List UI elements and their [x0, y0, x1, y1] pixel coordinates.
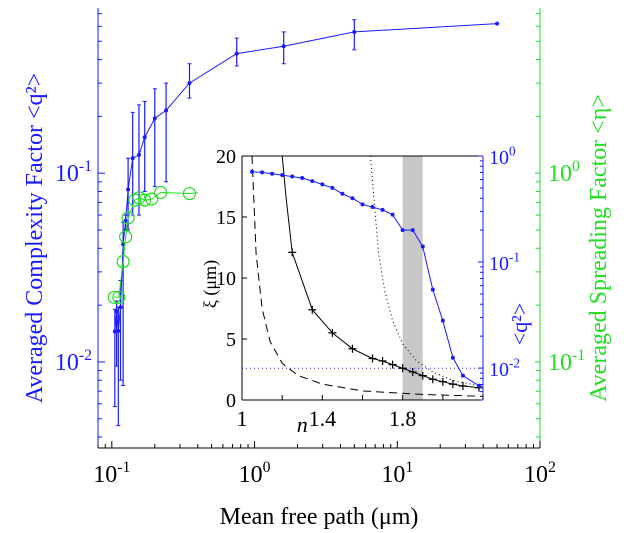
inset-q2-point: [260, 170, 265, 175]
inset-shaded-band: [402, 156, 423, 400]
inset-y-left-tick-label: 10: [216, 268, 236, 290]
inset-y-right-tick-label: 10-1: [489, 250, 520, 275]
y-left-tick-label: 10-1: [55, 158, 92, 187]
inset-q2-point: [320, 182, 325, 187]
complexity-point: [114, 309, 119, 314]
inset-x-tick-label: 1: [237, 406, 248, 431]
inset-plot-area: [242, 156, 483, 400]
complexity-point: [126, 187, 131, 192]
inset-q2-point: [430, 287, 435, 292]
complexity-point: [112, 329, 117, 334]
inset-xi-point: [388, 360, 397, 369]
inset-q2-point: [310, 179, 315, 184]
inset-q2-point: [390, 212, 395, 217]
inset-xi-point: [288, 248, 297, 257]
inset-x-tick-label: 1.8: [389, 406, 417, 431]
y-left-tick-label: 10-2: [55, 347, 92, 376]
spreading-point: [116, 255, 130, 269]
inset-xi-point: [308, 305, 317, 314]
inset-xi-point: [458, 381, 467, 390]
complexity-point: [152, 116, 157, 121]
complexity-point: [136, 152, 141, 157]
inset-x-tick-label: 1.4: [309, 406, 337, 431]
inset-xi-point: [448, 380, 457, 389]
spreading-point: [121, 211, 135, 225]
complexity-point: [142, 135, 147, 140]
inset-y-left-tick-label: 0: [226, 390, 236, 412]
inset-q2-point: [460, 373, 465, 378]
inset-plot: 1 1.4 1.8 n 0 5 10 15 20 ξ (μm) 10-2 10-1 100 <q²>: [198, 144, 535, 438]
inset-xi-point: [408, 367, 417, 376]
spreading-point: [112, 290, 126, 304]
y-right-axis-label: Averaged Spreading Factor <η>: [586, 94, 612, 402]
complexity-point: [187, 81, 192, 86]
complexity-point: [116, 328, 121, 333]
inset-dashed-curve: [251, 156, 483, 397]
inset-y-right-tick-label: 100: [489, 144, 516, 169]
inset-q2-point: [450, 355, 455, 360]
inset-q2-point: [250, 169, 255, 174]
inset-q2-point: [400, 228, 405, 233]
inset-q2-point: [370, 205, 375, 210]
inset-y-right-tick-label: 10-2: [489, 356, 520, 381]
complexity-point: [121, 242, 126, 247]
inset-xi-point: [428, 375, 437, 384]
inset-y-left-tick-label: 5: [226, 329, 236, 351]
complexity-point: [281, 44, 286, 49]
inset-xi-point: [438, 377, 447, 386]
complexity-point: [234, 51, 239, 56]
inset-q2-point: [360, 202, 365, 207]
inset-q2-point: [410, 228, 415, 233]
inset-q2-point: [476, 383, 481, 388]
inset-q2-point: [440, 318, 445, 323]
inset-q2-point: [280, 173, 285, 178]
inset-q2-point: [380, 207, 385, 212]
complexity-point: [164, 108, 169, 113]
spreading-point: [154, 185, 168, 200]
inset-y-left-axis-label: ξ (μm): [200, 260, 221, 308]
inset-q2-point: [300, 176, 305, 181]
inset-xi-point: [328, 328, 337, 337]
x-tick-label: 102: [524, 459, 556, 488]
inset-q2-point: [270, 171, 275, 176]
inset-xi-point: [378, 356, 387, 365]
y-right-tick-label: 100: [548, 158, 580, 187]
complexity-point: [352, 29, 357, 34]
inset-q2-point: [350, 196, 355, 201]
spreading-point: [138, 193, 152, 207]
complexity-point: [123, 218, 128, 223]
inset-xi-point: [368, 354, 377, 363]
spreading-point: [119, 230, 133, 244]
y-left-axis-label: Averaged Complexity Factor <q²>: [22, 73, 48, 403]
inset-q2-point: [330, 185, 335, 190]
complexity-point: [118, 305, 123, 310]
complexity-point: [130, 156, 135, 161]
spreading-point: [145, 192, 159, 206]
inset-y-left-tick-label: 20: [216, 146, 236, 168]
spreading-point: [182, 186, 197, 201]
x-tick-label: 10-1: [93, 459, 130, 488]
inset-q2-point: [340, 191, 345, 196]
x-tick-label: 101: [381, 459, 413, 488]
inset-xi-point: [348, 344, 357, 353]
inset-dotted-curve: [370, 156, 483, 388]
y-right-tick-label: 10-1: [548, 347, 585, 376]
inset-y-right-axis-label: <q²>: [507, 303, 532, 345]
x-axis-label: Mean free path (μm): [220, 504, 419, 530]
inset-y-left-tick-label: 15: [216, 207, 236, 229]
spreading-point: [132, 191, 146, 205]
inset-background: [198, 148, 535, 438]
x-tick-label: 100: [239, 459, 271, 488]
inset-q2-point: [290, 174, 295, 179]
inset-x-axis-label: n: [297, 412, 308, 437]
spreading-point: [107, 290, 121, 304]
inset-xi-point: [398, 364, 407, 373]
inset-xi-point: [418, 371, 427, 380]
complexity-point: [495, 21, 500, 26]
inset-q2-point: [420, 244, 425, 249]
